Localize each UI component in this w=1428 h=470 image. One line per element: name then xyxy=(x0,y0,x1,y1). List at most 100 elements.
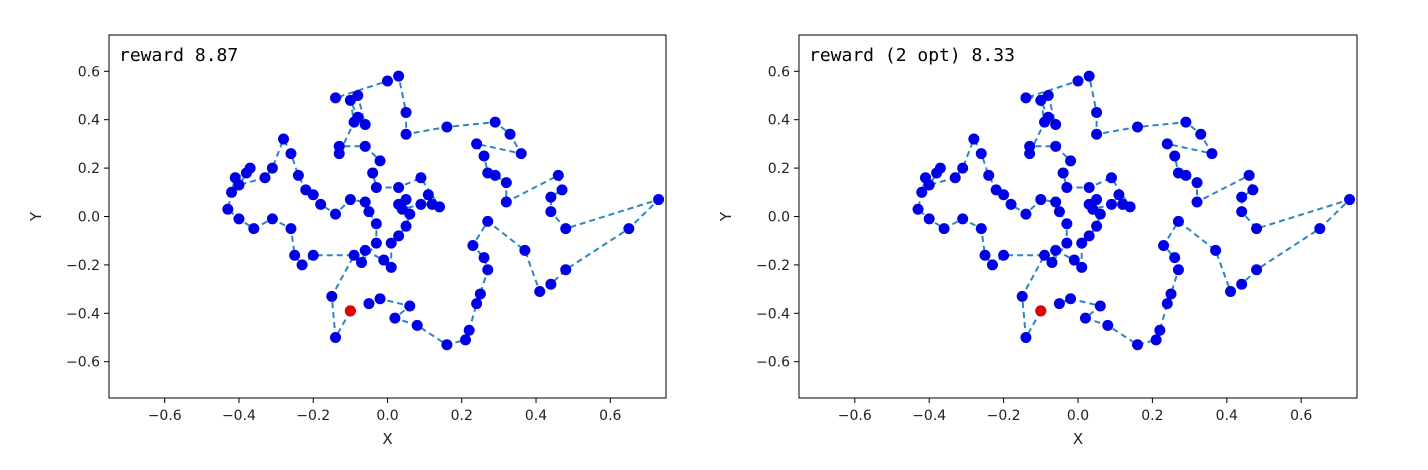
city-point xyxy=(404,300,416,312)
x-tick-label: 0.0 xyxy=(376,408,398,424)
city-point xyxy=(1020,208,1032,220)
city-point xyxy=(519,244,531,256)
city-point xyxy=(934,162,946,174)
x-tick-label: 0.6 xyxy=(599,408,621,424)
plot-area xyxy=(912,70,1356,351)
y-tick-label: 0.6 xyxy=(768,64,790,80)
city-point xyxy=(1158,240,1170,252)
city-point xyxy=(359,196,371,208)
city-point xyxy=(315,198,327,210)
x-tick-label: 0.2 xyxy=(451,408,473,424)
city-point xyxy=(623,223,635,235)
city-point xyxy=(998,249,1010,261)
city-point xyxy=(1251,264,1263,276)
city-point xyxy=(504,128,516,140)
city-point xyxy=(385,261,397,273)
city-point xyxy=(244,162,256,174)
city-point xyxy=(1094,300,1106,312)
city-point xyxy=(226,186,238,198)
city-point xyxy=(545,191,557,203)
city-point xyxy=(653,194,665,206)
city-point xyxy=(233,179,245,191)
y-tick-label: 0.4 xyxy=(78,113,100,129)
city-point xyxy=(374,155,386,167)
start-point xyxy=(1035,305,1047,317)
city-point xyxy=(912,203,924,215)
city-point xyxy=(467,240,479,252)
city-point xyxy=(489,116,501,128)
city-point xyxy=(415,198,427,210)
city-point xyxy=(1169,150,1181,162)
city-point xyxy=(1061,237,1073,249)
city-point xyxy=(363,206,375,218)
city-point xyxy=(285,223,297,235)
city-point xyxy=(515,148,527,160)
city-point xyxy=(259,172,271,184)
city-point xyxy=(400,194,412,206)
city-point xyxy=(352,111,364,123)
city-point xyxy=(1016,290,1028,302)
city-point xyxy=(1165,288,1177,300)
city-point xyxy=(296,259,308,271)
city-point xyxy=(352,90,364,101)
city-point xyxy=(1050,119,1062,131)
city-point xyxy=(1210,244,1222,256)
start-point xyxy=(344,305,356,317)
city-point xyxy=(1087,203,1099,215)
city-point xyxy=(415,172,427,184)
city-point xyxy=(266,162,278,174)
city-point xyxy=(1172,215,1184,227)
city-point xyxy=(344,194,356,206)
city-point xyxy=(1083,230,1095,242)
city-point xyxy=(1206,148,1218,160)
city-point xyxy=(1050,196,1062,208)
y-tick-label: −0.6 xyxy=(66,355,100,371)
city-point xyxy=(1091,128,1103,140)
city-point xyxy=(359,244,371,256)
city-point xyxy=(489,169,501,181)
city-point xyxy=(1020,332,1032,343)
city-point xyxy=(1042,90,1054,101)
city-point xyxy=(923,213,935,225)
city-point xyxy=(1172,264,1184,276)
city-point xyxy=(1050,140,1062,152)
city-point xyxy=(545,206,557,218)
city-point xyxy=(957,213,969,225)
city-point xyxy=(1251,223,1263,235)
chart-panel-1: −0.6 −0.4 −0.2 0.0 0.2 0.4 0.6 −0.6 −0.4 −0.2 0.0 0… xyxy=(27,34,667,448)
city-point xyxy=(923,179,935,191)
city-point xyxy=(957,162,969,174)
city-point xyxy=(1236,191,1248,203)
city-point xyxy=(1079,312,1091,324)
city-point xyxy=(1236,278,1248,290)
x-axis-label: X xyxy=(1073,430,1083,448)
city-point xyxy=(233,213,245,225)
y-tick-label: −0.6 xyxy=(756,355,790,371)
x-tick-label: 0.6 xyxy=(1290,408,1312,424)
city-point xyxy=(916,186,928,198)
city-point xyxy=(1161,298,1173,310)
city-point xyxy=(1053,206,1065,218)
city-point xyxy=(1020,92,1032,104)
city-point xyxy=(370,181,382,193)
y-tick-label: 0.2 xyxy=(78,161,100,177)
city-point xyxy=(1132,121,1144,133)
city-point xyxy=(1050,244,1062,256)
city-point xyxy=(441,121,453,133)
x-tick-label: −0.4 xyxy=(912,408,946,424)
city-point xyxy=(374,293,386,305)
city-point xyxy=(975,148,987,160)
city-point xyxy=(441,339,453,351)
city-point xyxy=(545,278,557,290)
city-point xyxy=(560,223,572,235)
city-point xyxy=(552,169,564,181)
city-point xyxy=(396,203,408,215)
city-point xyxy=(1057,167,1069,179)
city-point xyxy=(1024,148,1036,160)
city-point xyxy=(1091,194,1103,206)
city-point xyxy=(1195,128,1207,140)
y-axis-label: Y xyxy=(717,211,735,222)
city-point xyxy=(1314,223,1326,235)
city-point xyxy=(1243,169,1255,181)
city-point xyxy=(500,177,512,189)
